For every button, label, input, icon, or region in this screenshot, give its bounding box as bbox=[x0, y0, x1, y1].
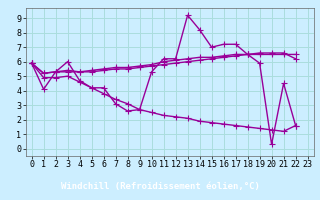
Text: Windchill (Refroidissement éolien,°C): Windchill (Refroidissement éolien,°C) bbox=[60, 182, 260, 192]
